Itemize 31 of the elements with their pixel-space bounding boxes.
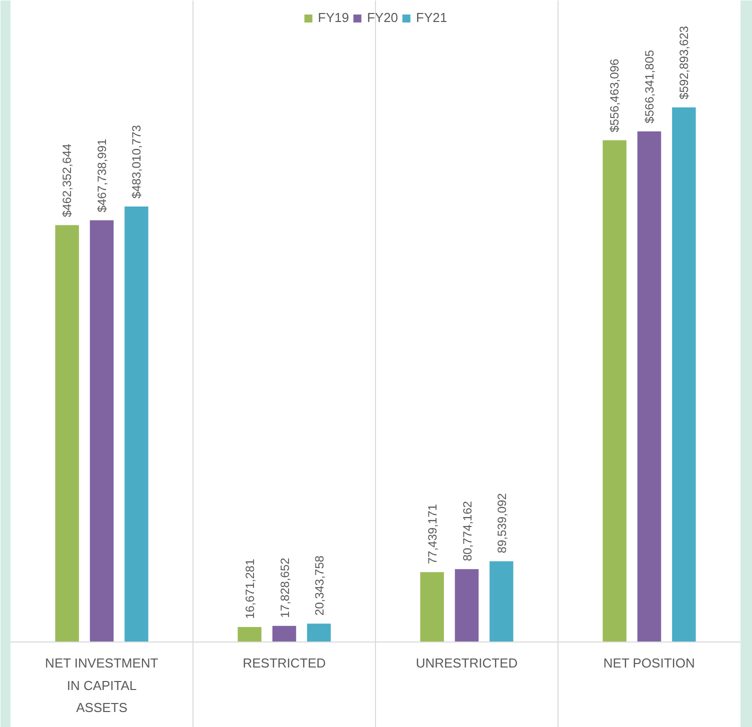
data-label: 17,828,652 (278, 557, 292, 618)
bar (602, 140, 626, 642)
data-label: 16,671,281 (243, 558, 258, 619)
bar (672, 107, 696, 642)
bar (238, 626, 262, 642)
data-label: 20,343,758 (312, 555, 326, 616)
bar (124, 206, 148, 642)
bar (490, 561, 514, 642)
data-label: 77,439,171 (426, 504, 440, 564)
legend-label: FY19 (318, 10, 349, 25)
data-label: $592,893,623 (676, 26, 691, 100)
bar (637, 131, 662, 642)
data-label: $566,341,805 (642, 50, 656, 124)
data-label: $556,463,096 (608, 58, 622, 132)
bar (272, 626, 296, 642)
x-tick-label: NET INVESTMENT IN CAPITAL ASSETS (45, 655, 158, 716)
bar (454, 569, 479, 642)
bar (307, 624, 331, 642)
data-label: $467,738,991 (94, 138, 109, 212)
bar (420, 572, 444, 642)
x-tick-label: NET POSITION (603, 655, 695, 670)
legend-label: FY20 (366, 10, 398, 25)
data-label: 89,539,092 (494, 492, 509, 554)
x-tick-label: UNRESTRICTED (416, 655, 518, 670)
data-label: $483,010,773 (129, 124, 144, 198)
x-tick-label: RESTRICTED (242, 655, 326, 670)
data-label: $462,352,644 (60, 143, 74, 218)
bar (55, 225, 79, 642)
legend-label: FY21 (416, 10, 448, 25)
data-label: 80,774,162 (460, 500, 474, 562)
bar (90, 220, 114, 642)
